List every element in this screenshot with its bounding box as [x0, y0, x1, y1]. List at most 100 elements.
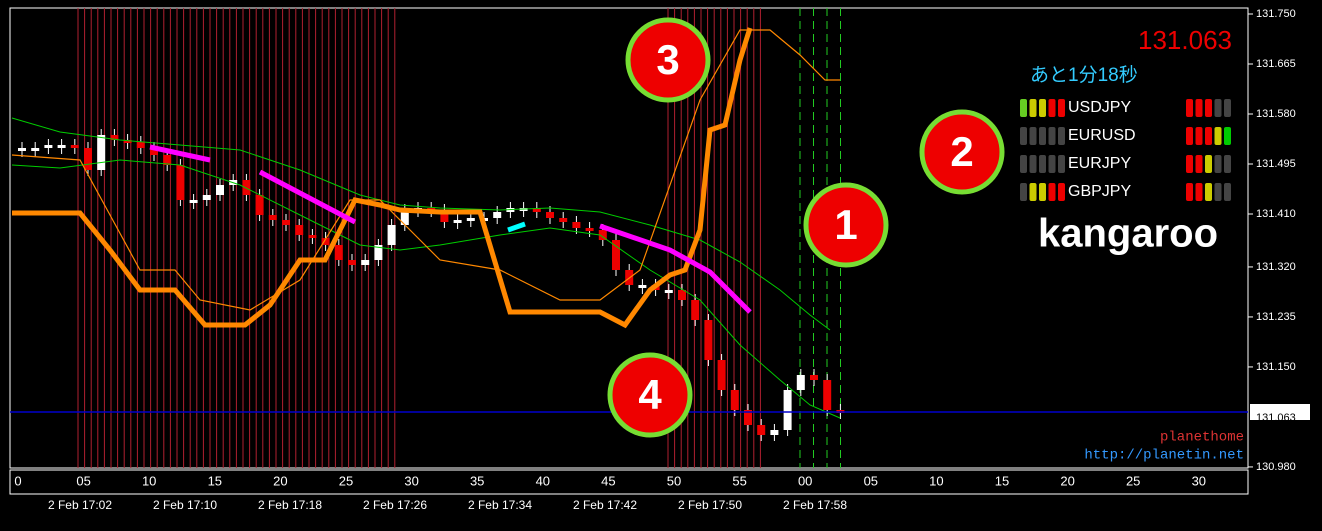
candle — [150, 148, 158, 155]
candle — [44, 145, 53, 148]
date-label: 2 Feb 17:02 — [48, 498, 112, 512]
candle — [282, 220, 290, 225]
signal-bar — [1205, 183, 1212, 201]
candle — [744, 410, 752, 425]
candle — [189, 200, 198, 203]
url: http://planetin.net — [1084, 448, 1244, 464]
candle — [678, 290, 686, 300]
candle — [216, 185, 224, 195]
pair-name: EURUSD — [1068, 127, 1136, 144]
candle — [532, 208, 541, 212]
minute-label: 30 — [404, 473, 418, 488]
price-label: 131.580 — [1256, 108, 1296, 120]
minute-label: 55 — [732, 473, 746, 488]
minute-label: 00 — [798, 473, 812, 488]
signal-bar — [1020, 99, 1027, 117]
candle — [57, 145, 66, 148]
date-label: 2 Feb 17:50 — [678, 498, 742, 512]
candle — [334, 245, 343, 260]
minute-label: 20 — [1060, 473, 1074, 488]
candle — [374, 245, 383, 260]
signal-bar — [1195, 183, 1203, 201]
orange-thick — [12, 27, 753, 329]
candle — [691, 300, 700, 320]
candle — [664, 290, 673, 293]
date-label: 2 Feb 17:58 — [783, 498, 847, 512]
signal-bar — [1205, 99, 1212, 117]
candle — [31, 148, 40, 151]
callout-circle — [607, 352, 693, 438]
candle — [770, 430, 779, 435]
candle — [110, 135, 119, 140]
price-label: 131.320 — [1256, 261, 1296, 273]
candle — [242, 180, 251, 195]
candle — [348, 260, 356, 265]
pair-name: GBPJPY — [1068, 183, 1131, 200]
callout-number: 2 — [950, 128, 973, 175]
countdown: あと1分18秒 — [1030, 64, 1138, 86]
minute-label: 25 — [339, 473, 353, 488]
callout-number: 1 — [834, 201, 857, 248]
minute-label: 10 — [929, 473, 943, 488]
candle — [123, 140, 132, 143]
candle — [730, 390, 739, 410]
callout-circle — [919, 109, 1005, 195]
price-label: 130.980 — [1256, 461, 1296, 473]
callout-number: 3 — [656, 36, 679, 83]
pair-name: EURJPY — [1068, 155, 1131, 172]
cyan-seg — [507, 221, 526, 233]
price-label: 131.410 — [1256, 208, 1296, 220]
signal-bar — [1205, 127, 1212, 145]
minute-label: 05 — [864, 473, 878, 488]
signal-bar — [1214, 127, 1222, 145]
signal-bar — [1058, 155, 1065, 173]
candle — [453, 220, 462, 223]
signal-bar — [1029, 127, 1037, 145]
candle — [704, 320, 713, 360]
brand: kangaroo — [1038, 212, 1218, 256]
session-lines — [77, 8, 841, 468]
minute-label: 15 — [208, 473, 222, 488]
signal-bar — [1214, 183, 1222, 201]
magenta-1 — [149, 144, 211, 163]
candle — [18, 148, 26, 151]
callout-circle — [803, 182, 889, 268]
callout-circle — [625, 17, 711, 103]
candle — [796, 375, 805, 390]
envelope-lower — [11, 159, 841, 419]
credit: planethome — [1160, 430, 1244, 446]
chart-frame — [9, 7, 1249, 469]
minute-label: 35 — [470, 473, 484, 488]
candle — [70, 145, 79, 148]
candle — [585, 228, 594, 231]
candles — [18, 129, 845, 441]
candle — [84, 148, 92, 170]
candle — [572, 222, 581, 228]
candle — [136, 142, 145, 148]
date-label: 2 Feb 17:34 — [468, 498, 532, 512]
minute-label: 40 — [536, 473, 550, 488]
envelope-upper — [11, 117, 831, 331]
signal-bar — [1205, 155, 1212, 173]
minute-label: 45 — [601, 473, 615, 488]
signal-bar — [1029, 99, 1037, 117]
signal-bar — [1214, 155, 1222, 173]
signal-bar — [1048, 155, 1056, 173]
time-frame — [9, 469, 1249, 495]
price-label: 131.665 — [1256, 58, 1296, 70]
signal-bar — [1020, 127, 1027, 145]
signal-bar — [1224, 155, 1231, 173]
magenta-2 — [258, 169, 357, 225]
candle — [810, 375, 818, 380]
signal-bar — [1186, 127, 1193, 145]
price-label: 131.150 — [1256, 361, 1296, 373]
candle — [268, 215, 277, 220]
candle — [308, 235, 317, 238]
candle — [387, 225, 396, 245]
signal-bar — [1058, 183, 1065, 201]
candle — [176, 165, 185, 200]
signal-bar — [1020, 183, 1027, 201]
signal-bar — [1029, 183, 1037, 201]
signal-bar — [1058, 99, 1065, 117]
